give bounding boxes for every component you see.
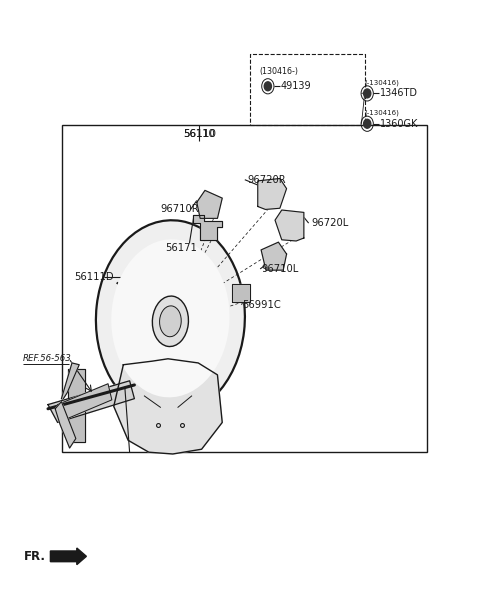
Polygon shape bbox=[261, 242, 287, 270]
Polygon shape bbox=[68, 369, 85, 442]
Polygon shape bbox=[55, 402, 76, 448]
FancyArrow shape bbox=[50, 548, 86, 565]
Text: 96720R: 96720R bbox=[247, 175, 286, 184]
Bar bbox=[62, 125, 427, 452]
Text: 56111D: 56111D bbox=[74, 272, 114, 281]
Circle shape bbox=[364, 89, 371, 98]
Text: 56110: 56110 bbox=[183, 129, 215, 139]
Text: 1360GK: 1360GK bbox=[380, 119, 419, 129]
Text: (-130416): (-130416) bbox=[365, 80, 400, 86]
Text: 96710R: 96710R bbox=[161, 205, 199, 214]
Text: 56171: 56171 bbox=[166, 243, 197, 253]
Text: 96720L: 96720L bbox=[311, 218, 348, 228]
Text: 96710L: 96710L bbox=[262, 264, 299, 274]
Text: 1346TD: 1346TD bbox=[380, 89, 418, 98]
Polygon shape bbox=[232, 284, 250, 302]
Polygon shape bbox=[48, 381, 134, 422]
Polygon shape bbox=[193, 215, 222, 240]
Text: 56991C: 56991C bbox=[242, 300, 281, 309]
Circle shape bbox=[264, 82, 272, 90]
Ellipse shape bbox=[96, 220, 245, 416]
Text: 56110: 56110 bbox=[183, 129, 216, 139]
Text: (130416-): (130416-) bbox=[259, 67, 298, 76]
Polygon shape bbox=[58, 384, 112, 421]
Polygon shape bbox=[114, 359, 222, 454]
Text: FR.: FR. bbox=[24, 550, 46, 563]
Ellipse shape bbox=[159, 306, 181, 337]
Circle shape bbox=[364, 119, 371, 128]
Polygon shape bbox=[61, 363, 79, 399]
Polygon shape bbox=[275, 210, 304, 241]
Text: REF.56-563: REF.56-563 bbox=[23, 353, 72, 363]
Text: 49139: 49139 bbox=[281, 82, 312, 91]
Ellipse shape bbox=[152, 296, 189, 346]
Polygon shape bbox=[258, 178, 287, 209]
Text: (-130416): (-130416) bbox=[365, 110, 400, 116]
Bar bbox=[250, 54, 365, 125]
Ellipse shape bbox=[111, 239, 229, 397]
Polygon shape bbox=[197, 190, 222, 218]
